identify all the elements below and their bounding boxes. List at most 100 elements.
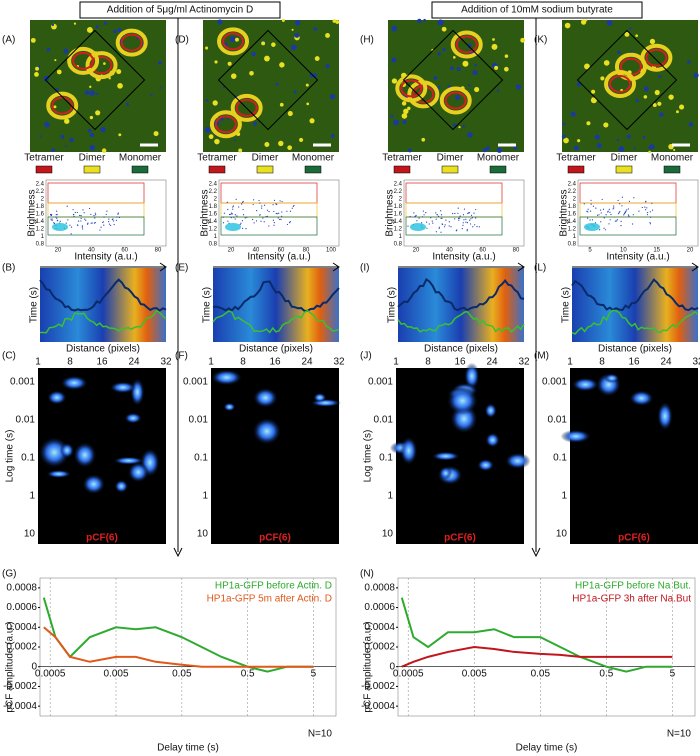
scatter-dot: [463, 219, 465, 221]
scatter-dot: [67, 219, 69, 221]
profile: [571, 309, 699, 335]
scatter-dot: [239, 223, 241, 226]
speckle: [159, 86, 162, 89]
heatmap-blob: [82, 473, 106, 495]
speckle: [437, 85, 441, 89]
speckle: [64, 118, 70, 124]
heatmap-label: pCF(6): [444, 533, 476, 544]
speckle: [113, 29, 117, 34]
scatter-dot: [586, 217, 589, 219]
speckle: [153, 131, 159, 137]
scatter-dot: [56, 213, 58, 216]
x-tick-label: 20: [228, 248, 235, 254]
speckle: [275, 82, 279, 86]
y-tick-label: 0.01: [189, 415, 209, 426]
speckle: [679, 104, 685, 110]
speckle: [233, 138, 237, 141]
scatter-dot: [241, 203, 243, 205]
scatter-dot: [591, 219, 594, 221]
y-tick-label: 0.01: [374, 415, 394, 426]
speckle: [117, 28, 122, 33]
scatter-dot: [435, 212, 437, 214]
scatter-dot: [598, 214, 600, 216]
scatter-dot: [421, 216, 424, 218]
profile: [39, 309, 167, 334]
y-tick-label: 1.4: [209, 219, 218, 225]
scatter-dot: [608, 223, 610, 225]
arrow: [213, 262, 340, 272]
x-tick-label: 16: [96, 357, 108, 368]
scatter-dot: [72, 209, 74, 211]
speckle: [402, 120, 407, 125]
scatter-dot: [619, 210, 621, 213]
x-tick-label: 0.5: [599, 668, 613, 679]
y-tick-label: 1: [202, 491, 208, 502]
scatter-dot: [466, 228, 468, 231]
scatter-dot: [260, 220, 262, 222]
speckle: [403, 108, 409, 114]
speckle: [417, 18, 422, 24]
scatter-dot: [454, 212, 456, 215]
scatter-dot: [444, 224, 446, 226]
scatter-dot: [80, 220, 82, 222]
scatter-dot: [74, 211, 76, 214]
legend-swatch: [208, 165, 226, 174]
scatter-dot: [273, 221, 275, 224]
panel-letter: (B): [2, 263, 15, 274]
y-tick-label: 1.2: [209, 227, 218, 233]
scatter-dot: [407, 225, 409, 227]
kymograph: [398, 268, 524, 342]
y-axis-label: Time (s): [202, 287, 213, 323]
y-tick-label: 2: [41, 197, 45, 203]
scatter-dot: [242, 208, 244, 211]
scatter-dot: [441, 217, 443, 219]
panel-letter: (C): [2, 351, 16, 362]
x-tick-label: 0.5: [241, 668, 255, 679]
nucleus-core: [400, 79, 423, 98]
scatter-dot: [88, 207, 91, 210]
speckle: [205, 99, 209, 102]
speckle: [391, 78, 398, 84]
speckle: [563, 137, 569, 144]
scatter-dot: [458, 217, 461, 219]
scatter-dot: [246, 216, 248, 219]
legend-swatch: [441, 165, 459, 174]
x-tick-label: 0.005: [462, 668, 487, 679]
scatter-dot: [226, 201, 228, 203]
speckle: [103, 21, 108, 25]
arrow: [173, 547, 183, 558]
heatmap-blob: [439, 466, 453, 480]
scatter-dot: [650, 216, 652, 218]
scatter-dot: [473, 212, 475, 214]
nucleus-ring: [395, 74, 428, 103]
heatmap-blob: [73, 441, 97, 468]
scatter-dot: [286, 223, 289, 226]
scatter-dot: [595, 207, 597, 209]
scatter-dot: [291, 207, 293, 209]
scatter-dot: [261, 207, 263, 209]
panel-letter: (A): [2, 35, 15, 46]
speckle: [227, 61, 232, 66]
legend-swatch: [35, 165, 53, 174]
y-axis-label: Log time (s): [5, 430, 16, 483]
y-axis-label: Log time (s): [363, 430, 374, 483]
speckle: [591, 89, 596, 94]
scatter-dot: [428, 223, 430, 225]
speckle: [51, 148, 56, 152]
scatter-dot: [466, 222, 469, 224]
scatter-dot: [278, 212, 280, 214]
speckle: [294, 32, 300, 38]
scatter-dot: [618, 211, 620, 214]
speckle: [687, 60, 691, 64]
scatter-dot: [242, 201, 244, 203]
x-axis-label: Delay time (s): [516, 743, 578, 754]
scatter-dot: [81, 225, 84, 227]
y-tick-label: 1.6: [209, 212, 218, 218]
scatter-dot: [85, 219, 87, 221]
scatter-dot: [108, 218, 110, 220]
legend-swatch: [304, 165, 322, 174]
x-tick-label: 1: [567, 357, 573, 368]
brightness-plot: [403, 179, 525, 247]
heatmap-blob: [109, 381, 137, 394]
speckle: [235, 37, 239, 42]
